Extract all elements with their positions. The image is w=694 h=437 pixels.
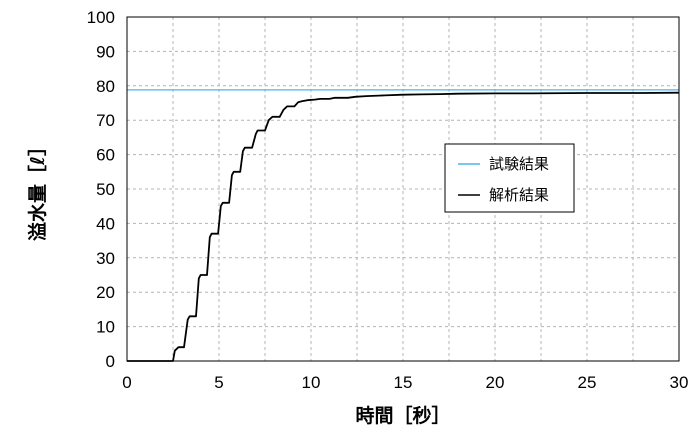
y-tick-label: 60 [96,146,115,165]
y-tick-label: 50 [96,180,115,199]
series-layer [127,89,680,362]
x-tick-label: 0 [122,373,131,392]
legend: 試験結果 解析結果 [444,143,575,213]
plot-border [126,16,680,362]
legend-box [444,143,575,213]
y-tick-label: 70 [96,111,115,130]
x-tick-label: 20 [486,373,505,392]
y-tick-label: 30 [96,249,115,268]
y-tick-label: 40 [96,214,115,233]
y-tick-label: 100 [87,8,115,27]
x-tick-label: 15 [394,373,413,392]
x-tick-label: 5 [214,373,223,392]
x-axis-title: 時間［秒］ [355,404,450,427]
series-line-analysis [127,91,680,362]
y-tick-label: 10 [96,318,115,337]
y-tick-label: 80 [96,77,115,96]
y-axis-ticks: 0 10 20 30 40 50 60 70 80 90 100 [87,8,115,371]
x-tick-label: 25 [578,373,597,392]
y-tick-label: 20 [96,283,115,302]
x-axis-ticks: 0 5 10 15 20 25 30 [122,373,688,392]
y-tick-label: 90 [96,42,115,61]
legend-label-test: 試験結果 [489,155,549,173]
y-tick-label: 0 [106,352,115,371]
x-tick-label: 30 [670,373,689,392]
legend-label-analysis: 解析結果 [489,186,549,204]
y-axis-title: 溢水量［ℓ］ [26,137,49,241]
x-tick-label: 10 [302,373,321,392]
